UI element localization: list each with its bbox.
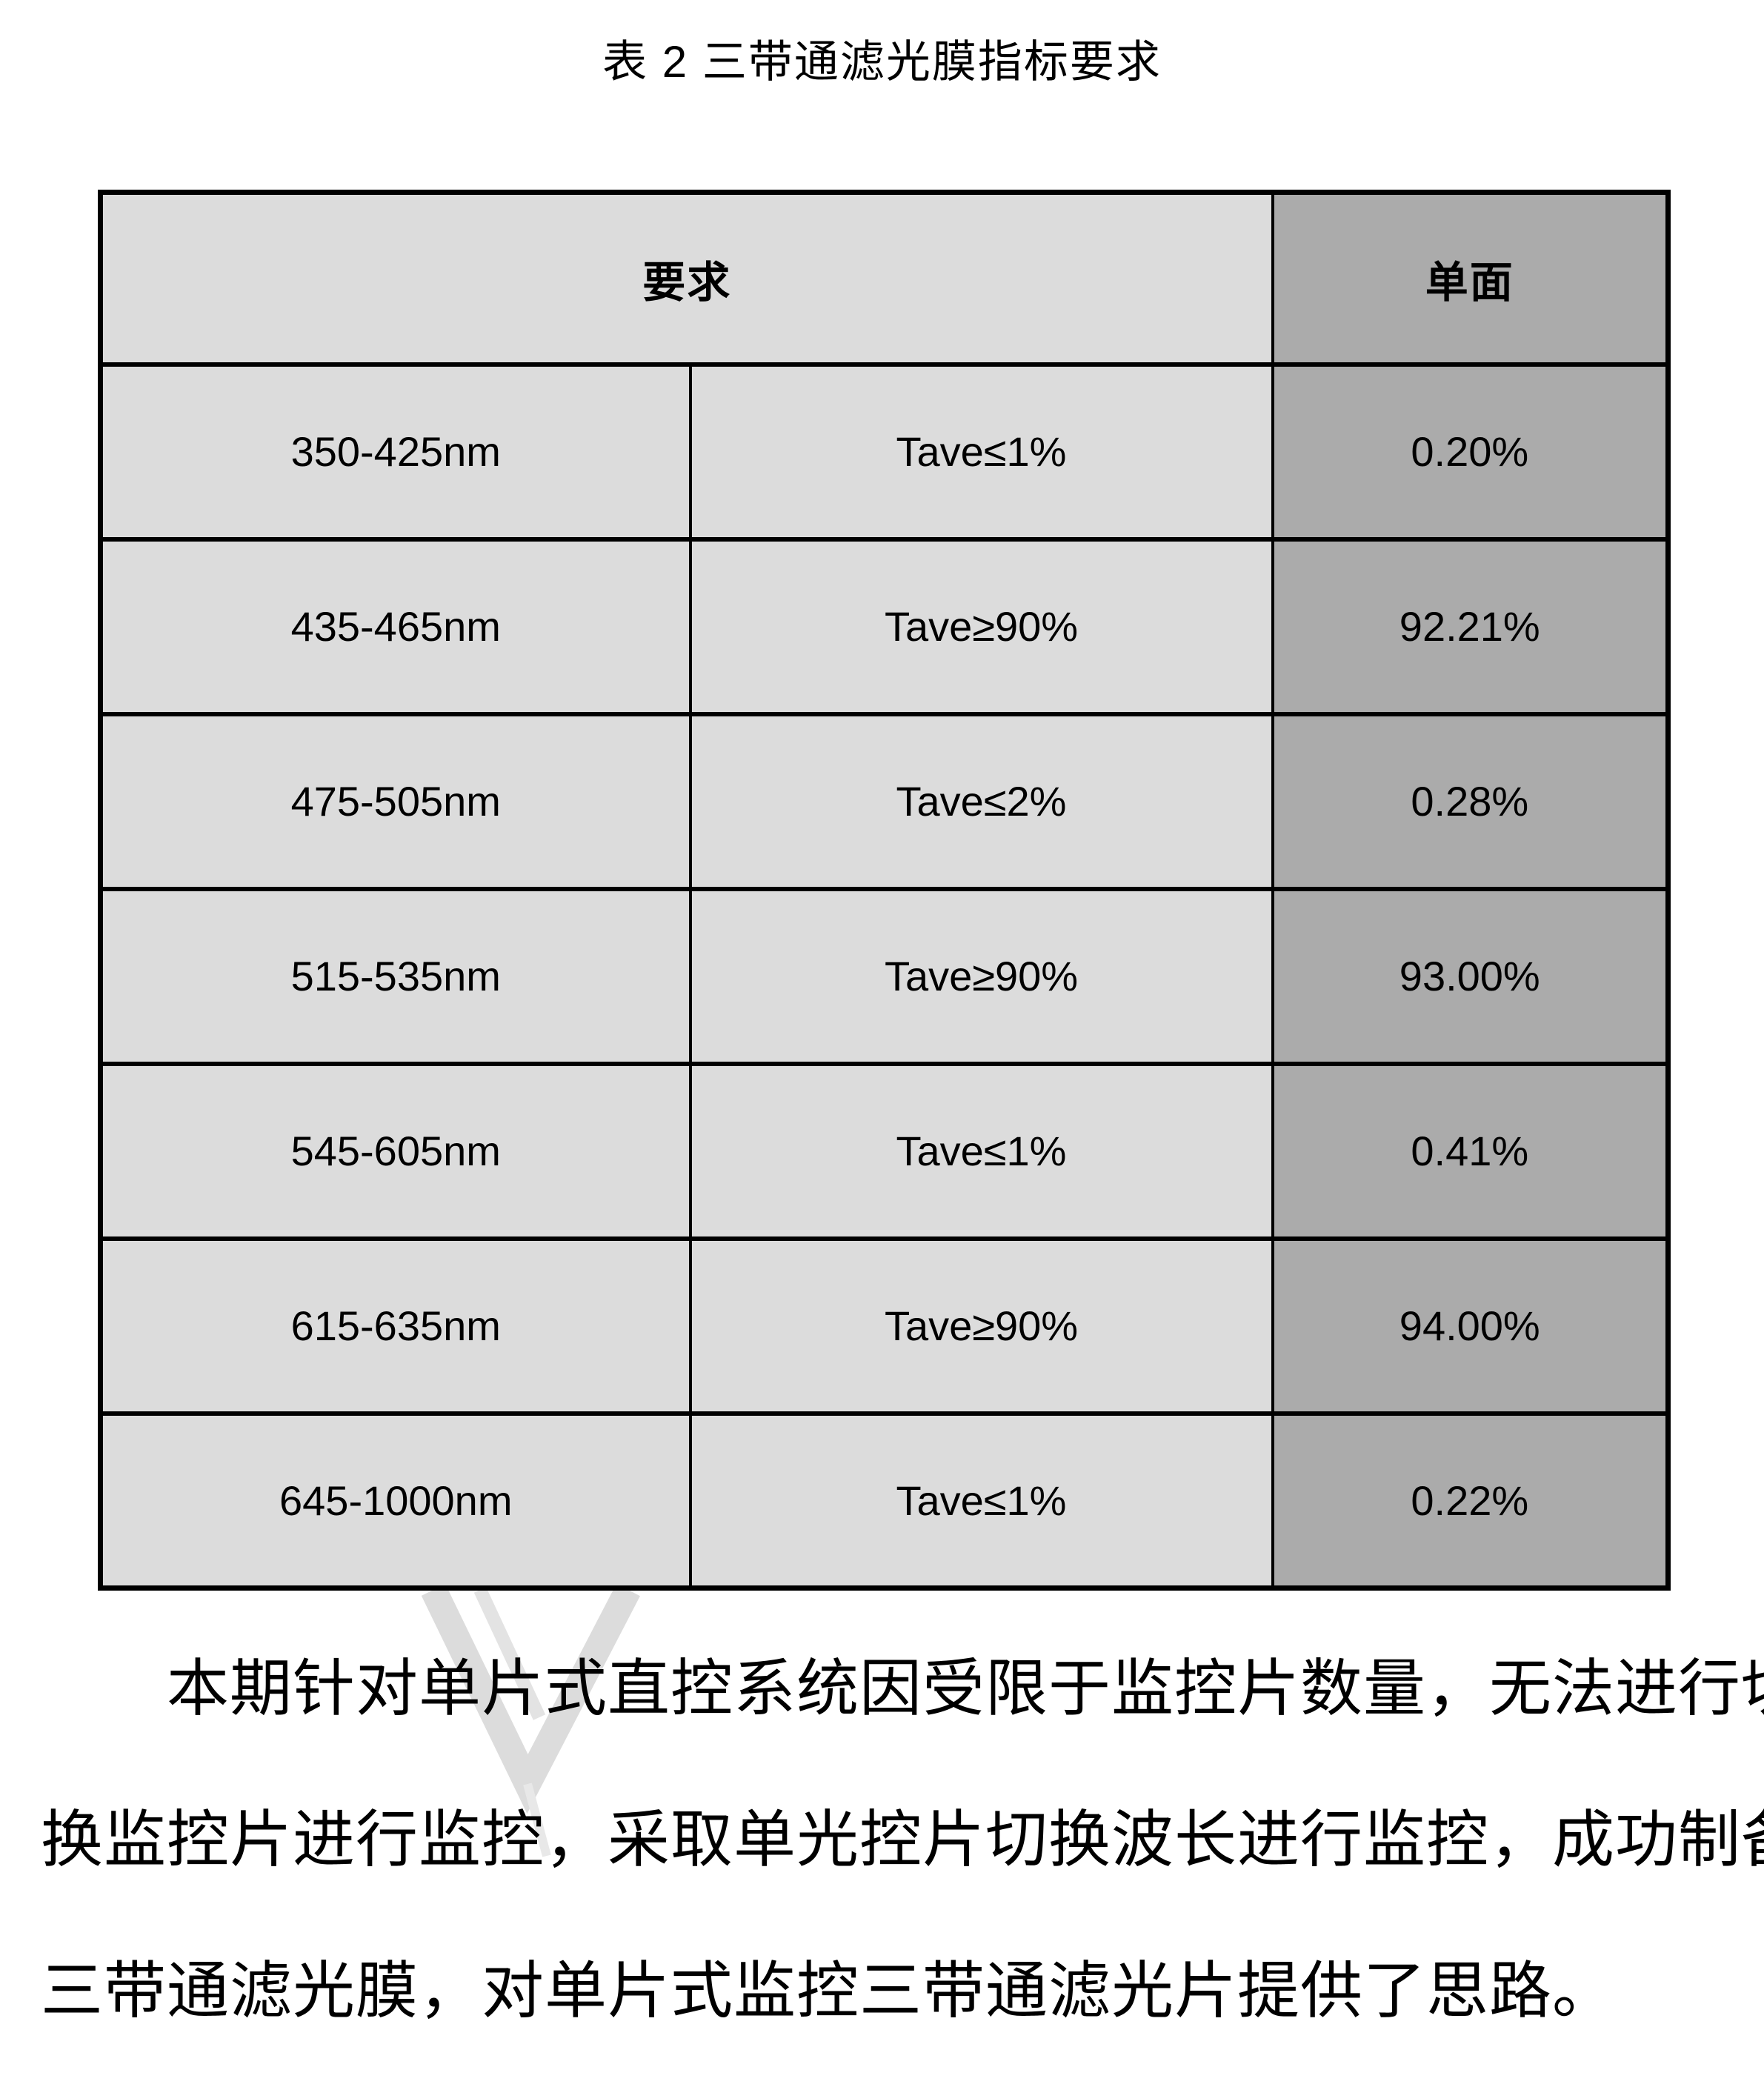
paragraph-line: 三带通滤光膜，对单片式监控三带通滤光片提供了思路。	[41, 1956, 1616, 2026]
spec-cell: Tave≤1%	[688, 1411, 1274, 1591]
table-row: 515-535nm Tave≥90% 93.00%	[99, 886, 1670, 1066]
value-cell: 0.22%	[1271, 1411, 1670, 1591]
paragraph-line: 换监控片进行监控，采取单光控片切换波长进行监控，成功制备	[41, 1805, 1764, 1874]
table-header-row: 要求 单面	[99, 190, 1670, 367]
table-row: 435-465nm Tave≥90% 92.21%	[99, 536, 1670, 716]
table-row: 545-605nm Tave≤1% 0.41%	[99, 1061, 1670, 1241]
band-cell: 545-605nm	[99, 1061, 692, 1241]
header-cell-requirement: 要求	[99, 190, 1274, 367]
body-paragraph: 本期针对单片式直控系统因受限于监控片数量，无法进行切 换监控片进行监控，采取单光…	[41, 1613, 1764, 2066]
table-row: 475-505nm Tave≤2% 0.28%	[99, 711, 1670, 891]
table-row: 615-635nm Tave≥90% 94.00%	[99, 1236, 1670, 1416]
spec-cell: Tave≥90%	[688, 1236, 1274, 1416]
band-cell: 615-635nm	[99, 1236, 692, 1416]
spec-cell: Tave≤1%	[688, 1061, 1274, 1241]
band-cell: 435-465nm	[99, 536, 692, 716]
band-cell: 515-535nm	[99, 886, 692, 1066]
table-row: 350-425nm Tave≤1% 0.20%	[99, 362, 1670, 542]
table-row: 645-1000nm Tave≤1% 0.22%	[99, 1411, 1670, 1591]
filter-spec-table: 要求 单面 350-425nm Tave≤1% 0.20% 435-465nm …	[98, 190, 1671, 1591]
value-cell: 0.41%	[1271, 1061, 1670, 1241]
value-cell: 93.00%	[1271, 886, 1670, 1066]
value-cell: 94.00%	[1271, 1236, 1670, 1416]
paragraph-line: 本期针对单片式直控系统因受限于监控片数量，无法进行切	[167, 1654, 1764, 1723]
band-cell: 350-425nm	[99, 362, 692, 542]
value-cell: 0.28%	[1271, 711, 1670, 891]
spec-cell: Tave≤1%	[688, 362, 1274, 542]
value-cell: 92.21%	[1271, 536, 1670, 716]
value-cell: 0.20%	[1271, 362, 1670, 542]
table-caption: 表 2 三带通滤光膜指标要求	[602, 37, 1162, 87]
band-cell: 475-505nm	[99, 711, 692, 891]
spec-cell: Tave≥90%	[688, 536, 1274, 716]
spec-cell: Tave≤2%	[688, 711, 1274, 891]
spec-cell: Tave≥90%	[688, 886, 1274, 1066]
band-cell: 645-1000nm	[99, 1411, 692, 1591]
header-cell-single-side: 单面	[1271, 190, 1670, 367]
